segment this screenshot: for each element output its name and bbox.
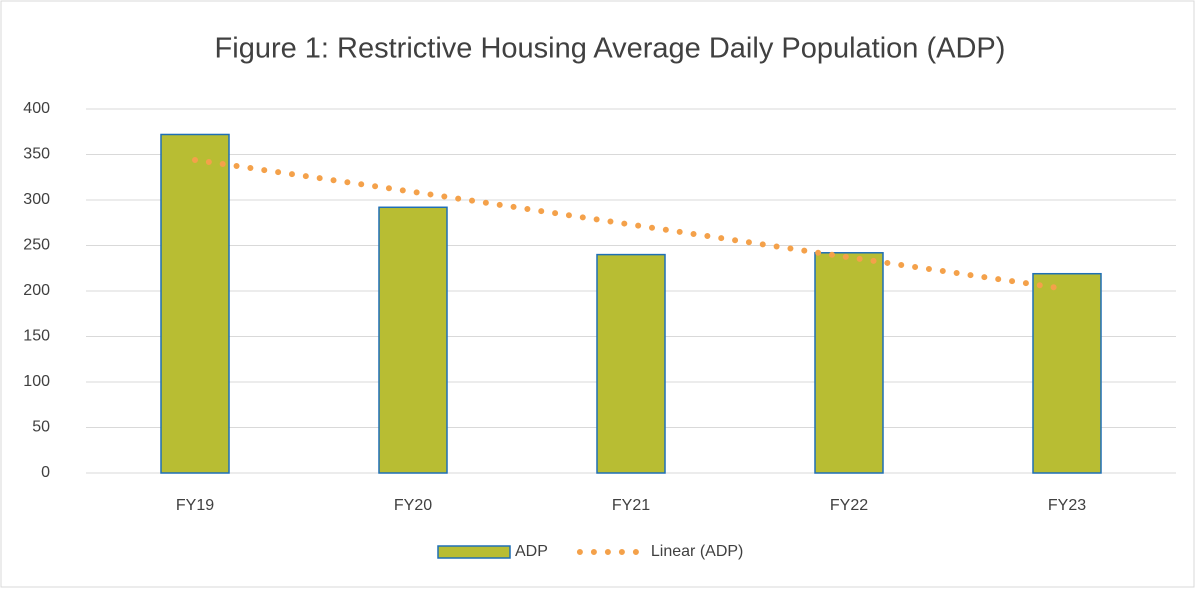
y-tick-label: 300 bbox=[23, 191, 50, 208]
bar bbox=[378, 206, 448, 474]
y-tick-label: 150 bbox=[23, 328, 50, 345]
x-tick-label: FY22 bbox=[830, 497, 868, 514]
y-tick-label: 350 bbox=[23, 146, 50, 163]
legend-label: ADP bbox=[515, 543, 548, 560]
x-tick-label: FY20 bbox=[394, 497, 432, 514]
y-tick-label: 0 bbox=[41, 464, 50, 481]
x-tick-label: FY23 bbox=[1048, 497, 1086, 514]
x-tick-label: FY19 bbox=[176, 497, 214, 514]
bar bbox=[1032, 272, 1102, 474]
bar bbox=[596, 253, 666, 474]
y-tick-label: 50 bbox=[32, 419, 50, 436]
bar bbox=[160, 133, 230, 474]
legend-label: Linear (ADP) bbox=[651, 543, 743, 560]
y-tick-label: 400 bbox=[23, 100, 50, 117]
chart-title: Figure 1: Restrictive Housing Average Da… bbox=[215, 33, 1006, 65]
x-tick-label: FY21 bbox=[612, 497, 650, 514]
y-tick-label: 250 bbox=[23, 237, 50, 254]
bar bbox=[814, 252, 884, 474]
y-tick-label: 100 bbox=[23, 373, 50, 390]
legend-swatch bbox=[437, 545, 511, 559]
y-tick-label: 200 bbox=[23, 282, 50, 299]
